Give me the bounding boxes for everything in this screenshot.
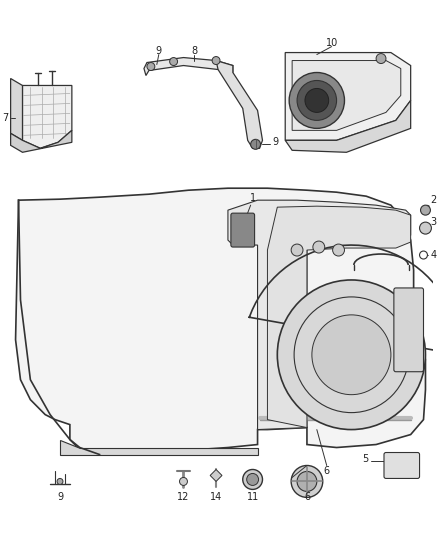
FancyBboxPatch shape: [394, 288, 424, 372]
Circle shape: [289, 72, 344, 128]
Circle shape: [312, 315, 391, 394]
Circle shape: [170, 58, 177, 66]
Text: 1: 1: [250, 193, 256, 203]
Text: 5: 5: [362, 455, 368, 464]
Circle shape: [297, 80, 336, 120]
Circle shape: [147, 62, 155, 70]
Text: 2: 2: [431, 195, 437, 205]
Text: 12: 12: [177, 492, 190, 503]
Text: 7: 7: [2, 114, 9, 123]
Text: 4: 4: [431, 250, 437, 260]
Polygon shape: [16, 188, 425, 455]
Polygon shape: [60, 440, 258, 455]
FancyBboxPatch shape: [231, 213, 254, 247]
Circle shape: [313, 241, 325, 253]
Circle shape: [376, 53, 386, 63]
Circle shape: [57, 479, 63, 484]
FancyBboxPatch shape: [384, 453, 420, 479]
Circle shape: [420, 222, 431, 234]
Circle shape: [291, 244, 303, 256]
Polygon shape: [22, 85, 72, 148]
Text: 9: 9: [156, 45, 162, 55]
Circle shape: [305, 88, 328, 112]
Text: 9: 9: [272, 138, 279, 147]
Polygon shape: [144, 58, 233, 76]
Circle shape: [243, 470, 262, 489]
Text: 8: 8: [191, 45, 198, 55]
Text: 10: 10: [325, 38, 338, 47]
Circle shape: [251, 139, 261, 149]
Circle shape: [180, 478, 187, 486]
Text: 3: 3: [431, 217, 437, 227]
Polygon shape: [228, 200, 411, 430]
Circle shape: [212, 56, 220, 64]
Text: B: B: [241, 230, 244, 235]
Polygon shape: [11, 78, 22, 140]
Polygon shape: [292, 61, 401, 131]
Polygon shape: [285, 100, 411, 152]
Circle shape: [420, 251, 427, 259]
Polygon shape: [210, 470, 222, 481]
Circle shape: [332, 244, 344, 256]
Text: 6: 6: [324, 466, 330, 477]
Text: 6: 6: [304, 492, 310, 503]
Polygon shape: [285, 53, 411, 140]
Polygon shape: [216, 61, 262, 148]
Polygon shape: [268, 206, 411, 427]
Text: 9: 9: [57, 492, 63, 503]
Text: 14: 14: [210, 492, 222, 503]
Circle shape: [247, 473, 258, 486]
Circle shape: [277, 280, 425, 430]
Circle shape: [291, 465, 323, 497]
Polygon shape: [11, 131, 72, 152]
Text: 11: 11: [247, 492, 259, 503]
Circle shape: [297, 472, 317, 491]
Circle shape: [420, 205, 431, 215]
